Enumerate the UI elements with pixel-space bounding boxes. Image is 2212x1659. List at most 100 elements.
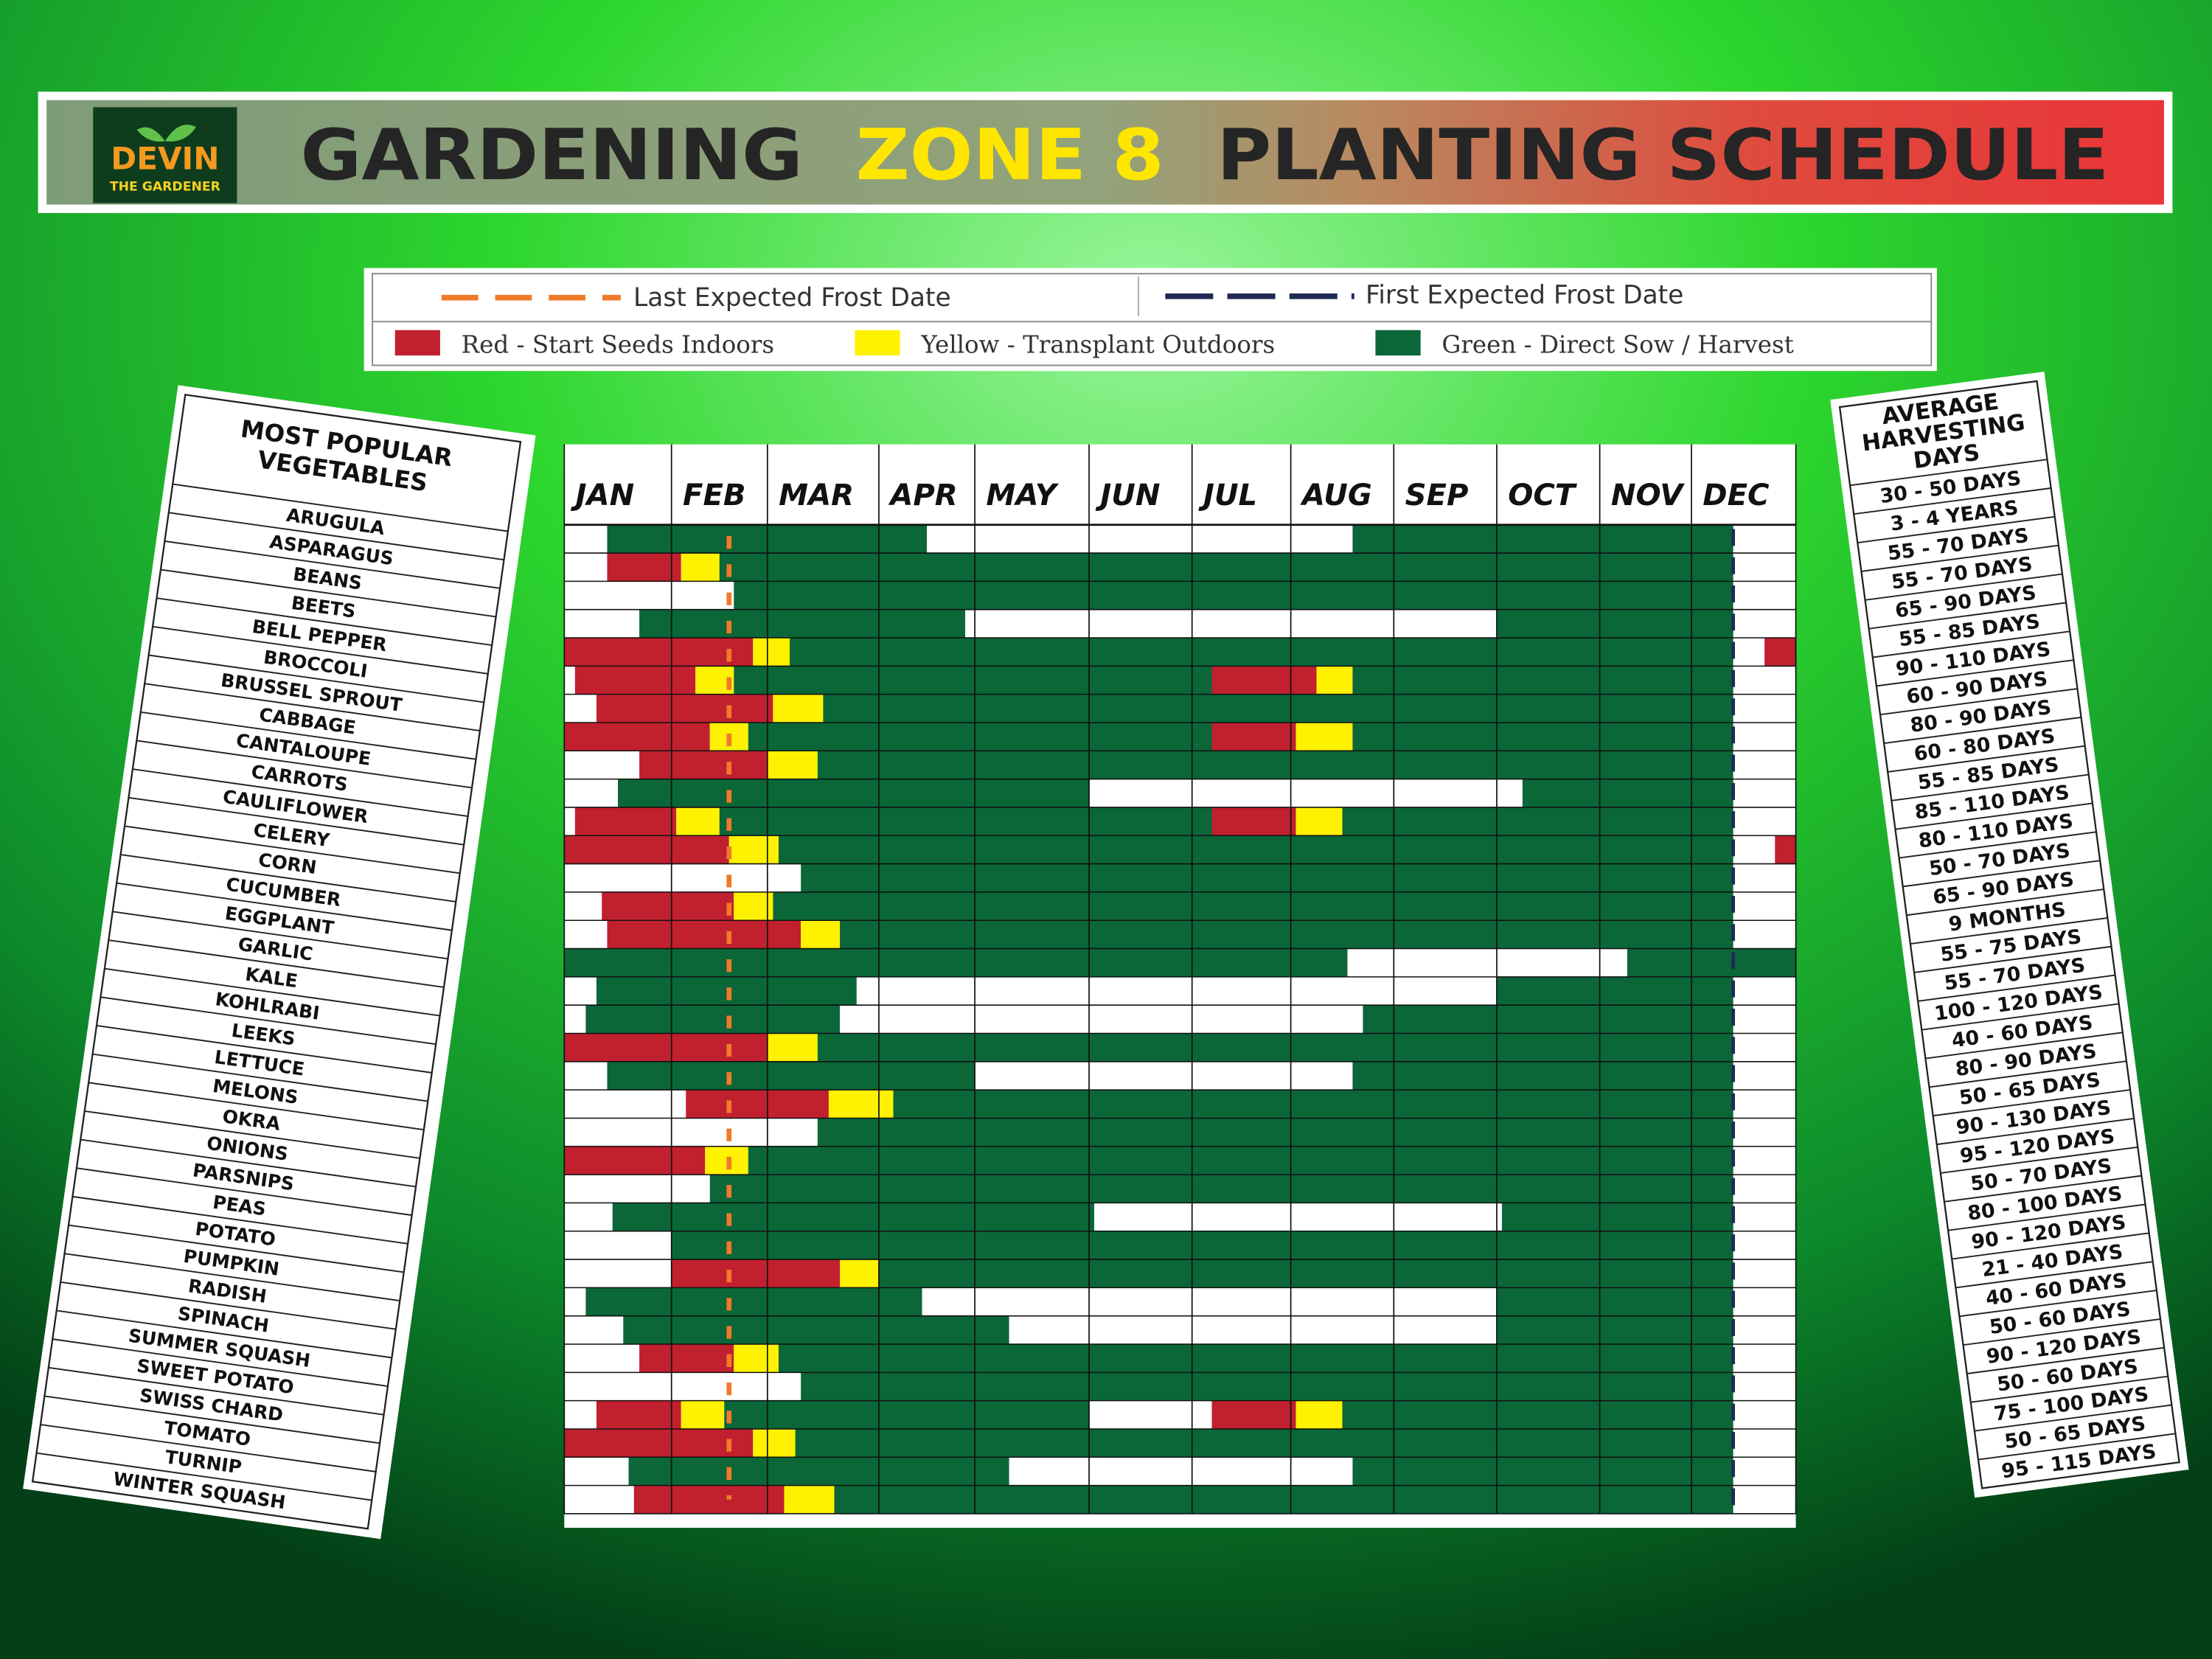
schedule-segment [719,807,1212,836]
schedule-segment [1496,609,1733,639]
row-line [1891,773,2089,801]
schedule-segment [596,1400,681,1429]
row-line [1940,1146,2138,1174]
schedule-segment [1352,1061,1733,1091]
schedule-segment [574,666,696,695]
row-line [1944,1175,2142,1203]
schedule-segment [1352,666,1733,695]
schedule-segment [623,1315,1009,1345]
schedule-segment [748,722,1212,751]
row-line [168,512,504,561]
title-part: GARDENING [301,114,803,196]
row-line [1849,459,2048,487]
schedule-segment [585,1287,922,1316]
schedule-segment [801,920,841,949]
logo-text: DEVIN [111,141,219,177]
schedule-segment [681,1400,725,1429]
schedule-segment [1352,722,1733,751]
row-line [1861,544,2059,572]
schedule-segment [639,751,768,779]
schedule-segment [1496,1287,1733,1316]
schedule-segment [686,1090,829,1119]
schedule-segment [817,751,1733,779]
logo-leaf [136,125,196,142]
banner [46,100,2164,205]
row-line [1978,1433,2176,1461]
schedule-segment [564,722,710,751]
legend-label: Green - Direct Sow / Harvest [1441,330,1793,358]
schedule-segment [607,920,801,949]
month-label: JUL [1198,479,1257,512]
schedule-segment [719,553,1733,582]
month-label: NOV [1611,479,1685,512]
row-line [92,1053,428,1102]
schedule-segment [734,581,1733,610]
schedule-segment [828,1090,894,1119]
schedule-segment [564,948,1348,977]
schedule-segment [734,666,1212,695]
row-line [108,939,445,988]
row-line [120,854,456,902]
schedule-segment [893,1090,1733,1119]
schedule-segment [574,807,677,836]
legend-label: Red - Start Seeds Indoors [462,330,774,358]
schedule-segment [1211,666,1317,695]
row-line [72,1195,408,1245]
schedule-segment [1211,722,1296,751]
schedule-segment [564,1146,706,1175]
schedule-segment [773,694,824,723]
schedule-segment [773,891,1733,921]
row-line [1921,1003,2119,1031]
month-label: SEP [1405,479,1469,512]
month-label: JUN [1095,479,1160,512]
schedule-segment [618,779,1090,807]
month-label: APR [888,479,957,512]
legend-swatch [394,330,440,356]
schedule-segment [748,1146,1733,1175]
schedule-segment [753,638,790,667]
schedule-segment [564,1428,754,1458]
row-line [84,1110,420,1159]
schedule-segment [628,1457,1009,1486]
schedule-segment [585,1005,841,1034]
row-line [132,768,468,817]
schedule-segment [724,1400,1090,1429]
row-line [48,1366,384,1416]
row-line [145,683,481,732]
legend: Last Expected Frost Date First Expected F… [394,280,1794,358]
row-line [160,568,496,618]
row-line [1966,1346,2165,1374]
row-line [1895,802,2093,830]
month-label: FEB [683,479,745,512]
schedule-segment [1775,835,1796,864]
schedule-segment [1496,1315,1733,1345]
schedule-segment [639,1344,734,1373]
month-label: OCT [1508,479,1578,512]
row-line [128,796,465,846]
schedule-segment [1211,1400,1296,1429]
row-line [1952,1232,2149,1260]
schedule-segment [564,835,729,864]
legend-box [364,268,1937,372]
schedule-segment [607,553,681,582]
row-line [104,967,440,1017]
schedule-segment [1522,779,1733,807]
row-line [124,825,460,874]
schedule-segment [817,1033,1733,1062]
row-line [1913,945,2112,973]
legend-swatch [1375,330,1421,356]
row-line [1854,487,2051,515]
schedule-segment [834,1485,1733,1514]
schedule-segment [709,1175,1733,1203]
row-line [164,540,501,589]
row-line [1899,831,2097,859]
schedule-segment [564,638,754,667]
schedule-segment [681,553,720,582]
schedule-segment [1363,1005,1733,1034]
schedule-segment [778,1344,1733,1373]
row-line [96,1025,432,1074]
month-label: AUG [1300,479,1372,512]
schedule-segment [734,1344,779,1373]
schedule-segment [823,694,1733,723]
